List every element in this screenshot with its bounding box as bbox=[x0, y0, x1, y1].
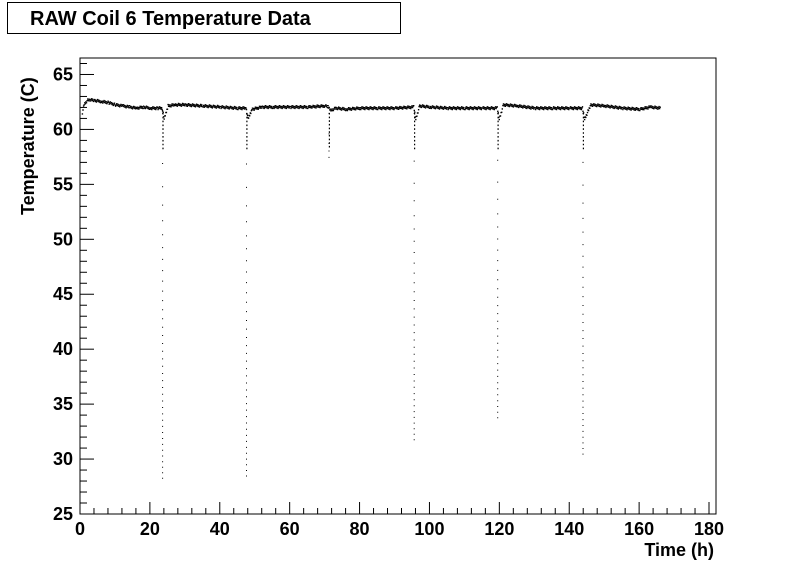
y-tick-label: 35 bbox=[53, 394, 73, 414]
y-axis-label: Temperature (C) bbox=[18, 77, 38, 215]
temperature-trace bbox=[81, 98, 661, 121]
x-tick-label: 40 bbox=[210, 519, 230, 539]
y-tick-label: 30 bbox=[53, 449, 73, 469]
x-tick-label: 60 bbox=[280, 519, 300, 539]
temperature-dip bbox=[162, 112, 164, 479]
x-tick-label: 180 bbox=[694, 519, 724, 539]
x-tick-label: 0 bbox=[75, 519, 85, 539]
y-tick-label: 45 bbox=[53, 284, 73, 304]
y-tick-label: 50 bbox=[53, 229, 73, 249]
y-tick-label: 55 bbox=[53, 174, 73, 194]
x-tick-label: 160 bbox=[624, 519, 654, 539]
x-tick-label: 80 bbox=[350, 519, 370, 539]
x-tick-label: 140 bbox=[554, 519, 584, 539]
y-tick-label: 40 bbox=[53, 339, 73, 359]
chart-title: RAW Coil 6 Temperature Data bbox=[30, 8, 311, 30]
y-tick-label: 65 bbox=[53, 64, 73, 84]
x-tick-label: 100 bbox=[414, 519, 444, 539]
y-tick-label: 25 bbox=[53, 504, 73, 524]
temperature-dip bbox=[246, 112, 248, 477]
title-box: RAW Coil 6 Temperature Data bbox=[7, 2, 401, 34]
x-axis-label: Time (h) bbox=[644, 540, 714, 560]
data-marks bbox=[81, 98, 661, 479]
temperature-dip bbox=[497, 112, 499, 419]
temperature-dip bbox=[328, 112, 330, 158]
x-tick-label: 20 bbox=[140, 519, 160, 539]
axis-ticks bbox=[79, 62, 710, 515]
temperature-dip bbox=[582, 112, 584, 455]
tick-labels: 0 20 40 60 80 100 120 140 160 180 25 30 35 40 45 50 55 60… bbox=[53, 64, 724, 539]
y-tick-label: 60 bbox=[53, 119, 73, 139]
x-tick-label: 120 bbox=[484, 519, 514, 539]
temperature-dip bbox=[413, 112, 416, 441]
plot-frame bbox=[79, 57, 717, 515]
